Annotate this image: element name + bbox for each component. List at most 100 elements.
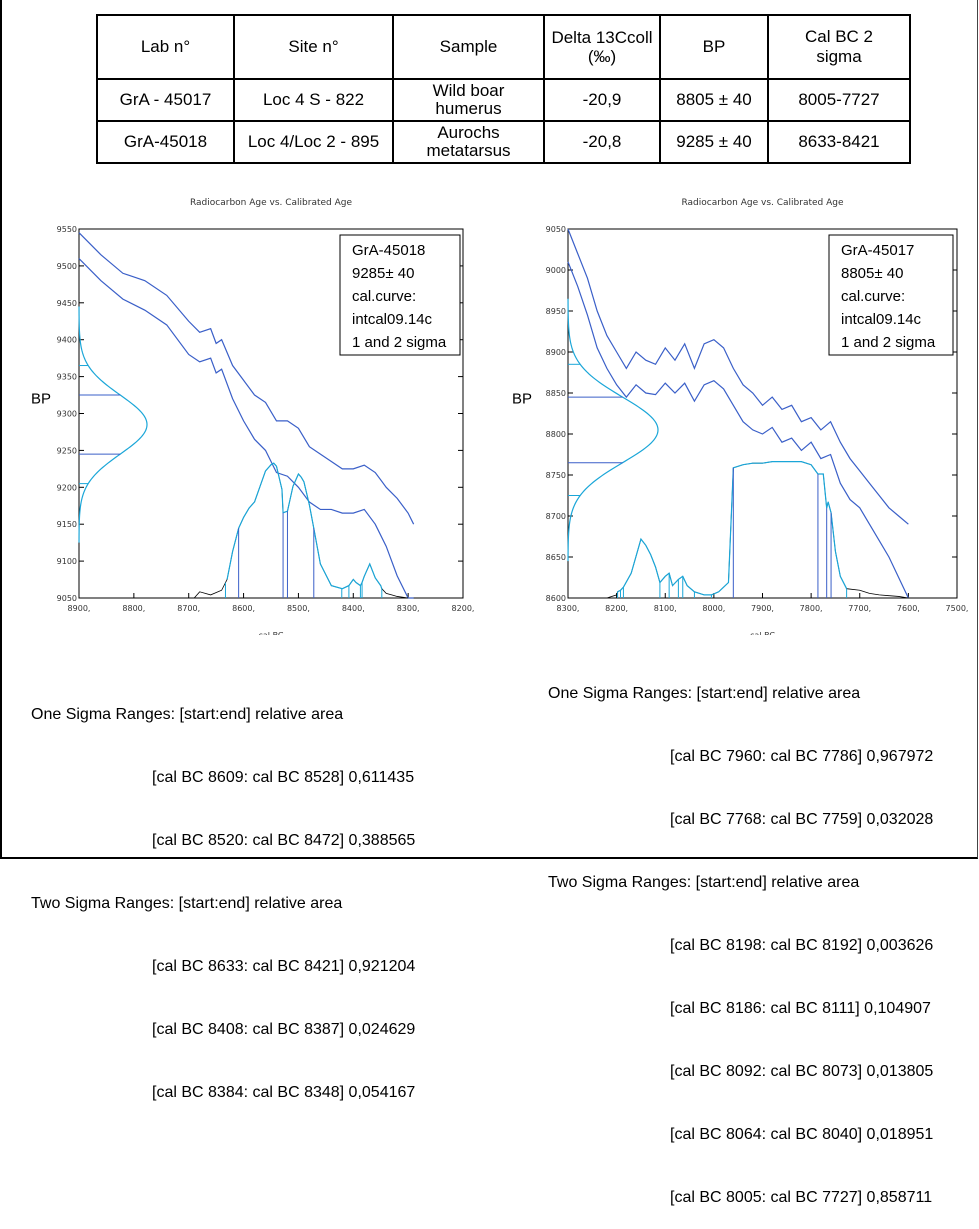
- x-tick-label: 8100,: [654, 604, 677, 613]
- x-tick-label: 7600,: [897, 604, 920, 613]
- header-calbc: Cal BC 2 sigma: [767, 14, 911, 80]
- x-tick-label: 8900,: [68, 604, 91, 613]
- range-line: [cal BC 7768: cal BC 7759] 0,032028: [670, 811, 934, 828]
- y-tick-label: 9000: [546, 266, 566, 275]
- y-tick-label: 9250: [57, 446, 77, 455]
- x-axis-label: cal BC: [259, 631, 284, 635]
- header-site: Site n°: [233, 14, 394, 80]
- cell-delta: -20,9: [543, 78, 661, 122]
- range-line: [cal BC 8198: cal BC 8192] 0,003626: [670, 937, 934, 954]
- y-tick-label: 8800: [546, 430, 566, 439]
- measurement-curve: [78, 306, 148, 543]
- legend: GrA-45017 8805± 40 cal.curve: intcal09.14c 1…: [828, 234, 954, 356]
- x-tick-label: 7700,: [848, 604, 871, 613]
- calibration-curve-upper: [78, 232, 415, 525]
- chart-right: Radiocarbon Age vs. Calibrated Age 9050 90…: [512, 198, 969, 635]
- legend-line: intcal09.14c: [352, 311, 433, 328]
- range-line: [cal BC 8064: cal BC 8040] 0,018951: [670, 1126, 934, 1143]
- x-tick-label: 8500,: [287, 604, 310, 613]
- x-tick-label: 8800,: [122, 604, 145, 613]
- chart-left: Radiocarbon Age vs. Calibrated Age 9550 95…: [31, 198, 475, 635]
- cell-bp: 9285 ± 40: [659, 120, 769, 164]
- x-tick-label: 8600,: [232, 604, 255, 613]
- y-axis-label: BP: [31, 391, 51, 408]
- y-tick-label: 9300: [57, 410, 77, 419]
- range-line: [cal BC 8005: cal BC 7727] 0,858711: [670, 1189, 933, 1206]
- probability-outline: [193, 462, 409, 599]
- legend-line: GrA-45017: [841, 242, 914, 259]
- legend-line: 9285± 40: [352, 265, 414, 282]
- legend: GrA-45018 9285± 40 cal.curve: intcal09.14c 1…: [339, 234, 461, 356]
- legend-line: 8805± 40: [841, 265, 903, 282]
- y-tick-label: 8600: [546, 594, 566, 603]
- y-tick-label: 9550: [57, 225, 77, 234]
- range-line: One Sigma Ranges: [start:end] relative a…: [31, 706, 344, 723]
- legend-box: [339, 234, 461, 356]
- x-tick-label: 8300,: [397, 604, 420, 613]
- legend-line: GrA-45018: [352, 242, 425, 259]
- range-line: [cal BC 8092: cal BC 8073] 0,013805: [670, 1063, 934, 1080]
- legend-box: [828, 234, 954, 356]
- y-tick-label: 8850: [546, 389, 566, 398]
- x-tick-label: 8300,: [557, 604, 580, 613]
- cell-bp: 8805 ± 40: [659, 78, 769, 122]
- calibration-curve-upper: [567, 228, 909, 525]
- calibration-curve-lower: [567, 261, 909, 599]
- legend-line: intcal09.14c: [841, 311, 922, 328]
- y-tick-label: 9050: [546, 225, 566, 234]
- x-tick-label: 8700,: [177, 604, 200, 613]
- radiocarbon-table: Lab n° Site n° Sample Delta 13Ccoll (‰) …: [96, 14, 911, 164]
- x-tick-label: 8000,: [702, 604, 725, 613]
- table-row: GrA-45018 Loc 4/Loc 2 - 895 Aurochs meta…: [96, 120, 911, 164]
- y-tick-label: 8950: [546, 307, 566, 316]
- legend-line: 1 and 2 sigma: [352, 334, 447, 351]
- y-tick-label: 9150: [57, 520, 77, 529]
- chart-title: Radiocarbon Age vs. Calibrated Age: [190, 198, 352, 208]
- legend-line: cal.curve:: [352, 288, 416, 305]
- probability-curve: [226, 462, 383, 590]
- range-line: Two Sigma Ranges: [start:end] relative a…: [548, 874, 860, 891]
- chart-title: Radiocarbon Age vs. Calibrated Age: [681, 198, 843, 208]
- header-lab: Lab n°: [96, 14, 235, 80]
- x-axis-label: cal BC: [750, 631, 775, 635]
- range-line: [cal BC 7960: cal BC 7786] 0,967972: [670, 748, 934, 765]
- cell-calbc: 8633-8421: [767, 120, 911, 164]
- y-tick-label: 9200: [57, 483, 77, 492]
- cell-delta: -20,8: [543, 120, 661, 164]
- legend-line: cal.curve:: [841, 288, 905, 305]
- y-tick-label: 9400: [57, 336, 77, 345]
- x-tick-label: 8200,: [605, 604, 628, 613]
- range-line: [cal BC 8609: cal BC 8528] 0,611435: [152, 769, 415, 786]
- header-bp: BP: [659, 14, 769, 80]
- cell-site: Loc 4 S - 822: [233, 78, 394, 122]
- calibration-curve-lower: [78, 258, 414, 599]
- range-line: [cal BC 8186: cal BC 8111] 0,104907: [670, 1000, 931, 1017]
- cell-calbc: 8005-7727: [767, 78, 911, 122]
- ranges-right: One Sigma Ranges: [start:end] relative a…: [0, 641, 975, 1229]
- cell-sample: Aurochs metatarsus: [392, 120, 545, 164]
- y-tick-label: 9450: [57, 299, 77, 308]
- y-tick-label: 9100: [57, 557, 77, 566]
- x-tick-label: 7800,: [800, 604, 823, 613]
- table-row: GrA - 45017 Loc 4 S - 822 Wild boar hume…: [96, 78, 911, 122]
- table-header-row: Lab n° Site n° Sample Delta 13Ccoll (‰) …: [96, 14, 911, 80]
- page-frame: [0, 0, 978, 859]
- y-tick-label: 9050: [57, 594, 77, 603]
- cell-sample: Wild boar humerus: [392, 78, 545, 122]
- y-tick-label: 8900: [546, 348, 566, 357]
- x-tick-label: 8400,: [342, 604, 365, 613]
- y-tick-label: 8700: [546, 512, 566, 521]
- y-tick-label: 9500: [57, 262, 77, 271]
- probability-outline: [606, 461, 909, 599]
- range-line: One Sigma Ranges: [start:end] relative a…: [548, 685, 861, 702]
- y-tick-label: 8650: [546, 553, 566, 562]
- range-line: [cal BC 8520: cal BC 8472] 0,388565: [152, 832, 416, 849]
- header-delta: Delta 13Ccoll (‰): [543, 14, 661, 80]
- y-tick-label: 9350: [57, 373, 77, 382]
- measurement-curve: [567, 298, 659, 562]
- legend-line: 1 and 2 sigma: [841, 334, 936, 351]
- x-tick-label: 8200,: [452, 604, 475, 613]
- cell-site: Loc 4/Loc 2 - 895: [233, 120, 394, 164]
- y-tick-label: 8750: [546, 471, 566, 480]
- x-tick-label: 7500,: [946, 604, 969, 613]
